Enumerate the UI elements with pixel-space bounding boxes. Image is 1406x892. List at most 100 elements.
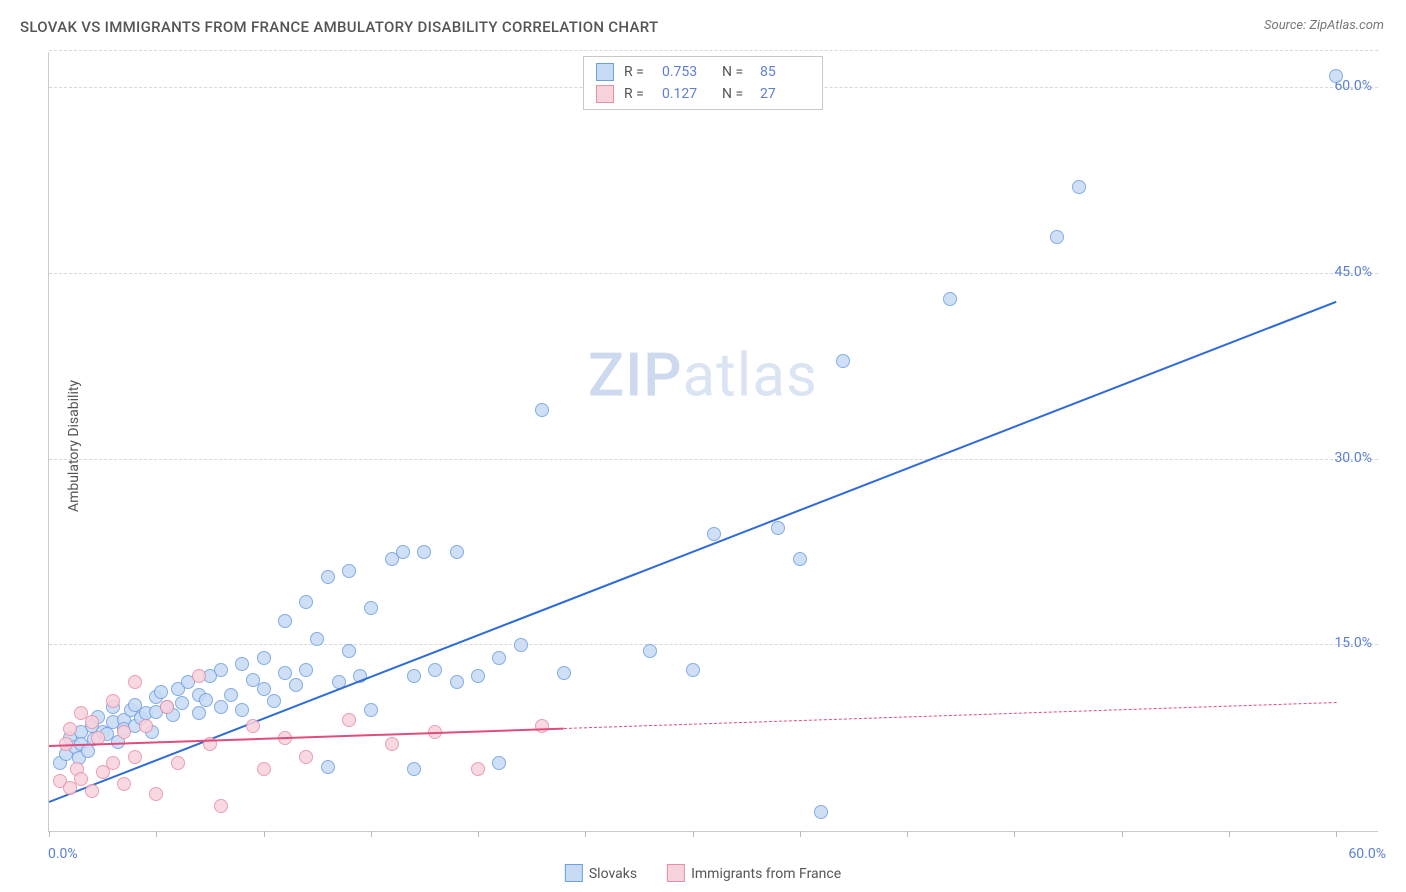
- data-point: [836, 354, 850, 368]
- source-label: Source: ZipAtlas.com: [1264, 18, 1384, 33]
- data-point: [342, 713, 356, 727]
- data-point: [407, 669, 421, 683]
- data-point: [289, 678, 303, 692]
- stat-label: R =: [624, 86, 652, 102]
- data-point: [342, 564, 356, 578]
- data-point: [199, 693, 213, 707]
- data-point: [1050, 230, 1064, 244]
- data-point: [267, 694, 281, 708]
- data-point: [63, 722, 77, 736]
- data-point: [192, 669, 206, 683]
- stat-r-value: 0.753: [662, 64, 712, 80]
- data-point: [407, 762, 421, 776]
- data-point: [943, 292, 957, 306]
- legend-label: Slovaks: [589, 866, 637, 882]
- legend-swatch: [596, 85, 614, 103]
- data-point: [471, 669, 485, 683]
- data-point: [278, 666, 292, 680]
- data-point: [310, 632, 324, 646]
- data-point: [364, 703, 378, 717]
- legend-stats-row: R = 0.127 N = 27: [596, 83, 810, 105]
- x-tick-end: 60.0%: [1348, 846, 1386, 862]
- data-point: [171, 756, 185, 770]
- data-point: [85, 784, 99, 798]
- x-tick-mark: [800, 831, 801, 837]
- data-point: [299, 750, 313, 764]
- stat-n-value: 27: [760, 86, 810, 102]
- x-tick-mark: [693, 831, 694, 837]
- data-point: [643, 644, 657, 658]
- data-point: [214, 799, 228, 813]
- data-point: [299, 663, 313, 677]
- data-point: [814, 805, 828, 819]
- x-tick-start: 0.0%: [48, 846, 78, 862]
- grid-line: [49, 459, 1378, 460]
- x-tick-mark: [49, 831, 50, 837]
- data-point: [450, 545, 464, 559]
- grid-line: [49, 50, 1378, 51]
- data-point: [321, 570, 335, 584]
- legend-stats-row: R =0.753N =85: [596, 61, 810, 83]
- x-tick-mark: [1122, 831, 1123, 837]
- legend-swatch: [667, 864, 685, 882]
- trend-line: [49, 300, 1337, 802]
- data-point: [160, 700, 174, 714]
- data-point: [139, 719, 153, 733]
- data-point: [793, 552, 807, 566]
- data-point: [771, 521, 785, 535]
- x-tick-mark: [585, 831, 586, 837]
- x-tick-mark: [156, 831, 157, 837]
- x-tick-mark: [478, 831, 479, 837]
- legend-item: Slovaks: [565, 864, 637, 882]
- x-tick-mark: [1336, 831, 1337, 837]
- y-tick-label: 15.0%: [1334, 635, 1372, 651]
- data-point: [514, 638, 528, 652]
- data-point: [299, 595, 313, 609]
- stat-label: N =: [722, 86, 750, 102]
- data-point: [450, 675, 464, 689]
- chart-title: SLOVAK VS IMMIGRANTS FROM FRANCE AMBULAT…: [20, 18, 658, 36]
- data-point: [1329, 69, 1343, 83]
- data-point: [214, 663, 228, 677]
- data-point: [535, 403, 549, 417]
- data-point: [535, 719, 549, 733]
- data-point: [154, 685, 168, 699]
- data-point: [396, 545, 410, 559]
- x-tick-mark: [264, 831, 265, 837]
- data-point: [235, 657, 249, 671]
- data-point: [342, 644, 356, 658]
- data-point: [214, 700, 228, 714]
- data-point: [192, 706, 206, 720]
- legend-bottom: Slovaks Immigrants from France: [565, 864, 841, 882]
- grid-line: [49, 273, 1378, 274]
- data-point: [257, 762, 271, 776]
- data-point: [257, 682, 271, 696]
- data-point: [1072, 180, 1086, 194]
- data-point: [471, 762, 485, 776]
- stat-r-value: 0.127: [662, 86, 712, 102]
- data-point: [149, 787, 163, 801]
- data-point: [707, 527, 721, 541]
- data-point: [364, 601, 378, 615]
- legend-stats-box: R =0.753N =85R =0.127N =27: [583, 56, 823, 110]
- legend-swatch: [565, 864, 583, 882]
- data-point: [74, 772, 88, 786]
- data-point: [492, 756, 506, 770]
- legend-label: Immigrants from France: [691, 866, 841, 882]
- data-point: [492, 651, 506, 665]
- data-point: [117, 725, 131, 739]
- data-point: [278, 614, 292, 628]
- data-point: [257, 651, 271, 665]
- data-point: [128, 750, 142, 764]
- trend-line-extrapolated: [564, 702, 1336, 729]
- data-point: [428, 663, 442, 677]
- legend-swatch: [596, 63, 614, 81]
- data-point: [117, 777, 131, 791]
- stat-label: R =: [624, 64, 652, 80]
- data-point: [235, 703, 249, 717]
- y-tick-label: 30.0%: [1334, 450, 1372, 466]
- data-point: [686, 663, 700, 677]
- x-tick-mark: [1229, 831, 1230, 837]
- data-point: [321, 760, 335, 774]
- data-point: [224, 688, 238, 702]
